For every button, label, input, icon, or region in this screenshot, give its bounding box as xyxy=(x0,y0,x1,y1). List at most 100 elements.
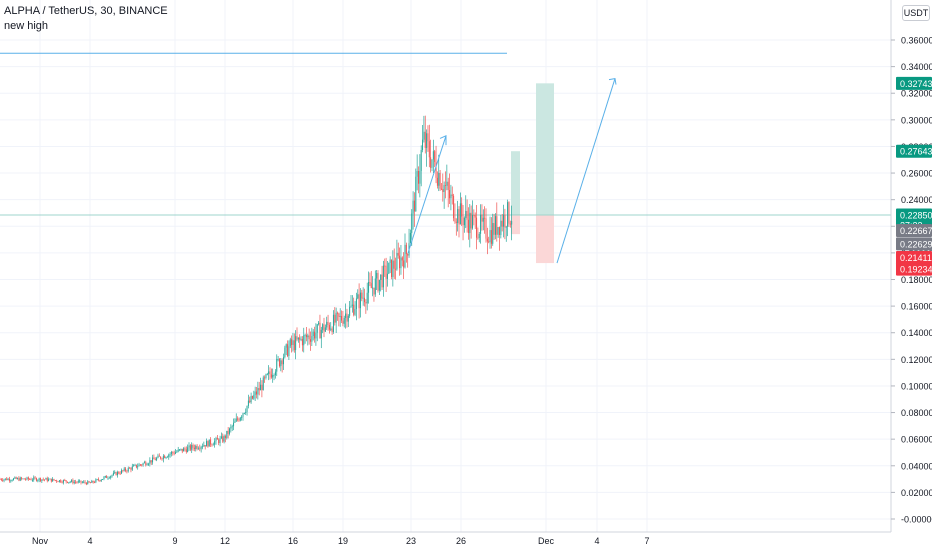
candle-body xyxy=(384,265,386,267)
candle-body xyxy=(6,478,8,481)
candle-body xyxy=(98,479,100,481)
candle-body xyxy=(439,172,441,189)
candle-body xyxy=(445,185,446,186)
candle-body xyxy=(73,481,75,483)
candle-body xyxy=(162,455,164,460)
candle-body xyxy=(164,455,166,458)
candle-body xyxy=(415,176,417,212)
candle-body xyxy=(431,159,433,168)
candle-body xyxy=(2,480,4,481)
candle-body xyxy=(141,464,143,466)
candle-body xyxy=(266,373,268,375)
currency-selector[interactable]: USDT xyxy=(902,5,930,21)
chart-header: ALPHA / TetherUS, 30, BINANCE new high xyxy=(4,4,168,34)
candle-body xyxy=(465,210,467,219)
candle-body xyxy=(7,478,9,481)
projection-arrows[interactable] xyxy=(407,78,617,264)
candle-body xyxy=(500,220,502,236)
candle-body xyxy=(26,477,28,480)
candle-body xyxy=(222,436,224,442)
candle-body xyxy=(230,427,232,429)
candle-body xyxy=(359,292,361,309)
candle-body xyxy=(241,416,243,418)
stop-zone[interactable] xyxy=(536,214,554,264)
candle-body xyxy=(295,336,297,351)
candle-body xyxy=(484,217,486,219)
candle-body xyxy=(320,329,322,339)
candle-body xyxy=(349,306,351,316)
candle-body xyxy=(254,391,256,396)
candle-body xyxy=(165,457,167,458)
candle-body xyxy=(276,358,278,372)
candle-body xyxy=(355,298,357,310)
candle-body xyxy=(153,457,155,460)
candle-body xyxy=(404,244,406,268)
candle-body xyxy=(420,150,422,172)
time-axis[interactable]: Nov 4 9 12 16 19 23 26 Dec 4 7 xyxy=(0,531,932,550)
price-tick-label: 0.06000 xyxy=(901,435,932,445)
candle-body xyxy=(34,477,36,479)
candle-body xyxy=(459,203,461,225)
candle-body xyxy=(204,445,206,447)
impulse-arrow[interactable] xyxy=(407,135,447,254)
candle-body xyxy=(284,347,286,358)
candle-body xyxy=(463,218,465,226)
candle-body xyxy=(184,448,186,450)
candle-body xyxy=(0,479,1,480)
candle-body xyxy=(134,464,136,466)
candle-body xyxy=(76,482,78,483)
candle-body xyxy=(193,447,195,450)
candle-body xyxy=(401,257,403,261)
position-zones[interactable] xyxy=(511,83,554,264)
candle-body xyxy=(493,223,495,235)
candle-body xyxy=(301,339,303,346)
candle-body xyxy=(490,230,492,244)
candle-body xyxy=(187,447,189,453)
price-badge xyxy=(896,251,932,265)
candle-body xyxy=(35,478,37,481)
candle-body xyxy=(145,462,147,466)
candle-body xyxy=(270,374,272,378)
symbol-title[interactable]: ALPHA / TetherUS, 30, BINANCE xyxy=(4,5,168,17)
candle-body xyxy=(413,200,415,212)
candle-body xyxy=(299,337,301,340)
projection-arrow[interactable] xyxy=(556,78,616,264)
candle-body xyxy=(224,435,226,439)
stop-zone[interactable] xyxy=(511,214,520,235)
candle-body xyxy=(125,468,127,471)
candle-body xyxy=(207,441,209,447)
candle-body xyxy=(312,331,314,337)
candle-body xyxy=(40,478,41,481)
price-tick-label: 0.26000 xyxy=(901,169,932,179)
candle-body xyxy=(277,358,279,360)
candle-body xyxy=(103,477,105,480)
candle-body xyxy=(507,202,509,227)
candle-body xyxy=(85,482,87,485)
candle-body xyxy=(69,481,71,483)
candle-body xyxy=(177,449,179,452)
candle-body xyxy=(170,452,172,454)
candle-body xyxy=(75,481,77,483)
candle-body xyxy=(392,260,394,277)
price-tick-label: 0.10000 xyxy=(901,381,932,391)
candle-body xyxy=(31,479,33,481)
candle-body xyxy=(264,377,266,379)
candle-body xyxy=(304,334,306,336)
target-zone[interactable] xyxy=(511,151,520,215)
candle-body xyxy=(79,480,81,482)
candle-body xyxy=(486,238,488,242)
candle-body xyxy=(64,480,66,481)
candle-body xyxy=(49,478,51,480)
candle-body xyxy=(242,413,244,417)
target-zone[interactable] xyxy=(536,83,554,215)
candle-body xyxy=(251,395,253,399)
time-tick-label: 19 xyxy=(338,536,348,546)
candle-body xyxy=(58,480,60,482)
candle-body xyxy=(461,203,463,217)
horizontal-lines[interactable] xyxy=(0,52,891,216)
price-badge-label: 0.22667 xyxy=(900,226,932,236)
candle-body xyxy=(453,195,455,219)
candle-body xyxy=(274,371,276,376)
